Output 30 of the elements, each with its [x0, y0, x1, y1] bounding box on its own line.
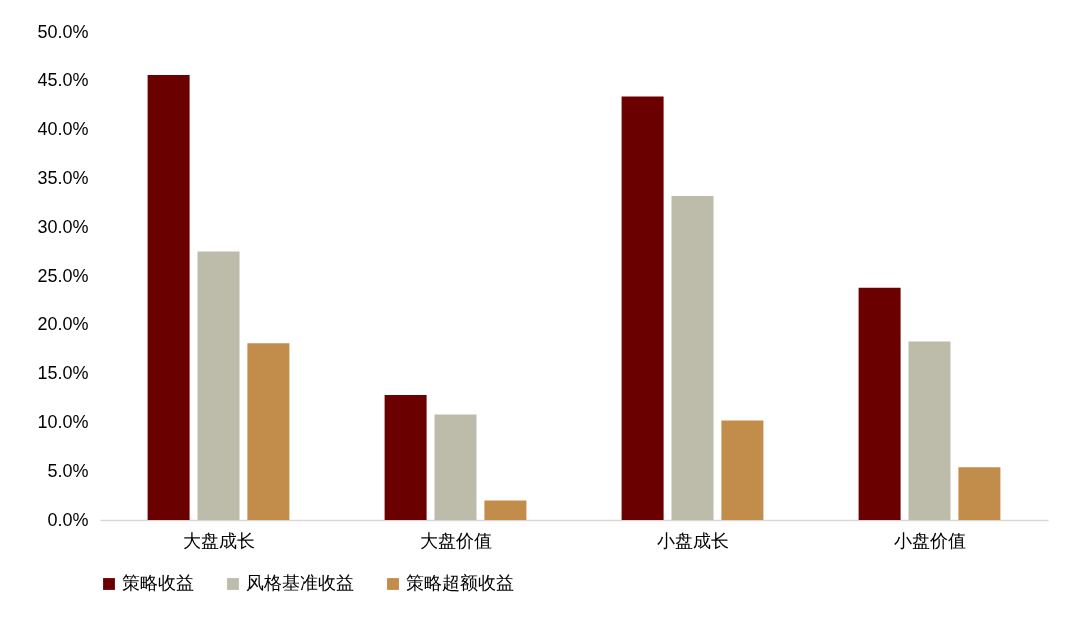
x-tick-label: 小盘成长	[656, 530, 729, 551]
bar	[958, 467, 1001, 520]
y-tick-label: 45.0%	[37, 70, 89, 91]
y-tick-label: 5.0%	[47, 460, 89, 481]
bar	[484, 500, 527, 520]
bar	[197, 251, 240, 520]
x-tick-label: 大盘成长	[182, 530, 255, 551]
bar	[671, 195, 714, 520]
x-tick-label: 大盘价值	[419, 530, 492, 551]
x-tick-label: 小盘价值	[893, 530, 966, 551]
y-tick-label: 30.0%	[37, 216, 89, 237]
bar	[147, 74, 190, 520]
legend-label: 策略收益	[122, 573, 194, 593]
bar	[384, 395, 427, 520]
bar	[858, 287, 901, 520]
y-tick-label: 10.0%	[37, 411, 89, 432]
y-tick-label: 40.0%	[37, 119, 89, 140]
y-tick-label: 20.0%	[37, 314, 89, 335]
y-tick-label: 35.0%	[37, 167, 89, 188]
bar	[621, 96, 664, 520]
bar	[434, 414, 477, 520]
bar	[721, 420, 764, 520]
y-tick-label: 25.0%	[37, 265, 89, 286]
legend-label: 策略超额收益	[406, 573, 514, 593]
y-tick-label: 15.0%	[37, 363, 89, 384]
bar	[247, 343, 290, 520]
legend-label: 风格基准收益	[246, 573, 354, 593]
bar	[908, 341, 951, 520]
y-tick-label: 0.0%	[47, 509, 89, 530]
y-tick-label: 50.0%	[37, 21, 89, 42]
